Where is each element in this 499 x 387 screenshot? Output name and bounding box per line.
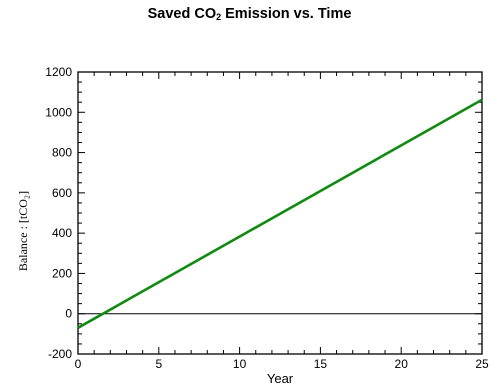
y-tick-label: 0: [65, 307, 72, 321]
x-tick-label: 5: [155, 357, 162, 371]
x-tick-label: 10: [233, 357, 247, 371]
x-tick-label: 15: [314, 357, 328, 371]
y-tick-label: 600: [52, 186, 72, 200]
y-axis-label: Balance : [tCO₂]: [16, 191, 30, 271]
x-axis-label: Year: [267, 371, 294, 386]
y-tick-label: 800: [52, 146, 72, 160]
series-line: [77, 98, 483, 329]
y-tick-label: -200: [48, 347, 72, 361]
y-tick-label: 1200: [45, 65, 72, 79]
y-axis-label-group: Balance : [tCO₂]: [16, 191, 30, 271]
x-tick-label: 25: [475, 357, 489, 371]
y-tick-label: 400: [52, 226, 72, 240]
y-tick-label: 200: [52, 266, 72, 280]
y-tick-label: 1000: [45, 105, 72, 119]
chart-title: Saved CO2 Emission vs. Time: [147, 6, 352, 22]
x-tick-label: 0: [75, 357, 82, 371]
x-tick-label: 20: [395, 357, 409, 371]
